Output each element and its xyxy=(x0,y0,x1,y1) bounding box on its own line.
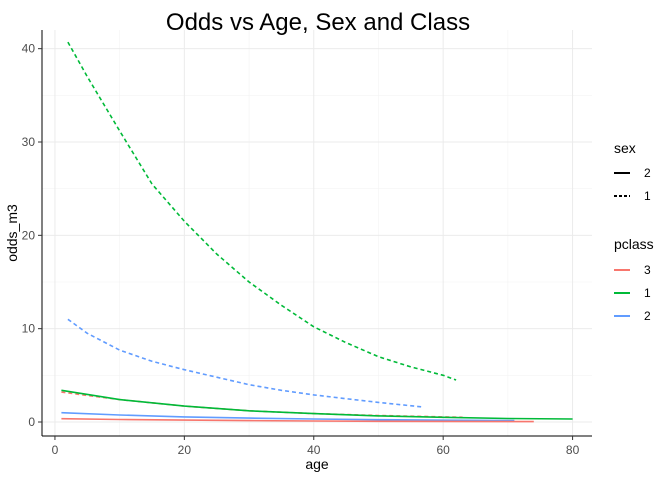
grid-lines xyxy=(42,30,592,436)
legend-sex: sex 2 1 xyxy=(614,140,651,203)
x-ticks: 0 20 40 60 80 xyxy=(52,436,580,457)
series-line-pclass1-sex1 xyxy=(67,41,457,381)
x-tick-label: 20 xyxy=(178,443,192,457)
y-axis-title: odds_m3 xyxy=(4,204,20,262)
legend-pclass-title: pclass xyxy=(614,236,654,252)
x-tick-label: 80 xyxy=(566,443,580,457)
y-ticks: 0 10 20 30 40 xyxy=(22,42,42,429)
y-tick-label: 30 xyxy=(22,135,36,149)
x-tick-label: 40 xyxy=(307,443,321,457)
chart-title: Odds vs Age, Sex and Class xyxy=(166,9,470,36)
legend-pclass: pclass 3 1 2 xyxy=(614,236,654,323)
legend-label-pclass-3: 3 xyxy=(644,263,651,277)
legend-label-pclass-2: 2 xyxy=(644,309,651,323)
y-tick-label: 10 xyxy=(22,322,36,336)
legend-label-sex-2: 2 xyxy=(644,166,651,180)
plot-lines xyxy=(61,41,573,423)
legend-label-pclass-1: 1 xyxy=(644,286,651,300)
series-line-pclass2-sex2 xyxy=(61,411,515,422)
x-axis-title: age xyxy=(305,456,329,472)
series-line-pclass2-sex1 xyxy=(67,318,424,408)
y-tick-label: 40 xyxy=(22,42,36,56)
series-line-pclass3-sex2 xyxy=(61,417,534,423)
y-tick-label: 0 xyxy=(28,415,35,429)
legend-label-sex-1: 1 xyxy=(644,189,651,203)
x-tick-label: 60 xyxy=(436,443,450,457)
series-line-pclass1-sex2 xyxy=(61,389,573,420)
x-tick-label: 0 xyxy=(52,443,59,457)
legend-sex-title: sex xyxy=(614,140,636,156)
y-tick-label: 20 xyxy=(22,228,36,242)
series-line-pclass3-sex1 xyxy=(61,391,463,419)
